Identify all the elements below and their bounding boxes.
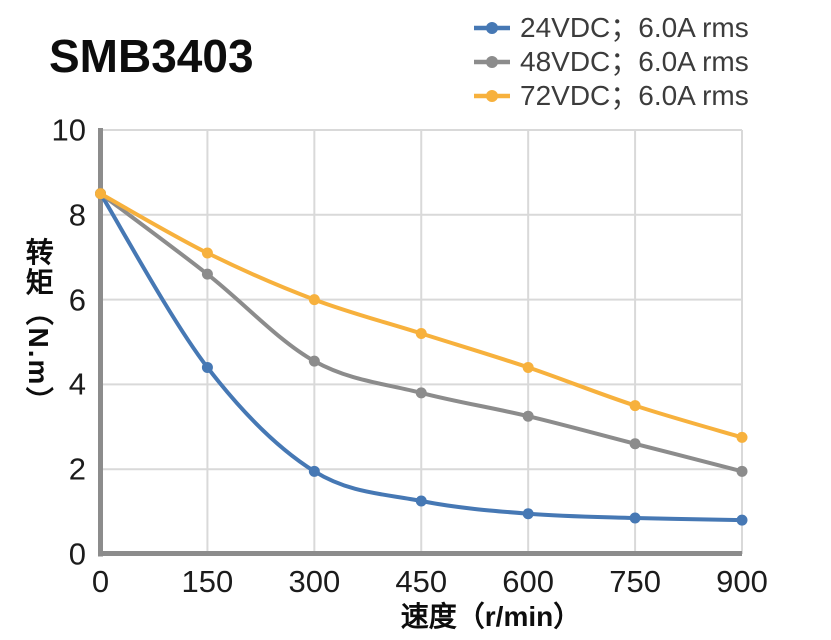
legend-label-72vdc: 72VDC；6.0A rms bbox=[520, 80, 749, 111]
data-point-marker bbox=[736, 465, 748, 477]
x-tick-label: 0 bbox=[91, 564, 110, 599]
legend-label-24vdc: 24VDC；6.0A rms bbox=[520, 12, 749, 43]
line-marker-icon bbox=[474, 22, 510, 34]
page-title: SMB3403 bbox=[49, 30, 254, 82]
x-axis-title: 速度（r/min） bbox=[400, 601, 582, 632]
x-tick-label: 300 bbox=[288, 564, 341, 599]
x-tick-label: 750 bbox=[609, 564, 661, 599]
data-point-marker bbox=[522, 410, 534, 422]
legend-item-48vdc: 48VDC；6.0A rms bbox=[472, 45, 749, 79]
data-point-marker bbox=[308, 355, 320, 367]
data-point-marker bbox=[522, 508, 534, 520]
y-tick-label: 6 bbox=[68, 282, 86, 318]
data-point-marker bbox=[201, 361, 213, 373]
data-point-marker bbox=[415, 328, 427, 340]
data-point-marker bbox=[736, 514, 748, 526]
y-tick-label: 4 bbox=[68, 366, 86, 402]
data-point-marker bbox=[201, 247, 213, 259]
y-tick-label: 10 bbox=[51, 112, 86, 148]
data-point-marker bbox=[201, 268, 213, 280]
y-tick-label: 0 bbox=[68, 536, 86, 572]
x-tick-label: 450 bbox=[395, 564, 448, 599]
x-tick-label: 600 bbox=[502, 564, 555, 599]
legend: 24VDC；6.0A rms 48VDC；6.0A rms 72VDC；6.0A… bbox=[472, 11, 749, 113]
legend-item-24vdc: 24VDC；6.0A rms bbox=[472, 11, 749, 45]
data-point-marker bbox=[308, 465, 320, 477]
data-point-marker bbox=[308, 294, 320, 306]
line-marker-icon bbox=[474, 90, 510, 102]
y-axis-title: 转矩（N.m） bbox=[22, 237, 54, 417]
data-point-marker bbox=[415, 387, 427, 399]
x-tick-label: 900 bbox=[716, 564, 768, 599]
data-point-marker bbox=[629, 400, 641, 412]
y-tick-label: 8 bbox=[68, 197, 86, 233]
line-marker-icon bbox=[474, 56, 510, 68]
data-point-marker bbox=[522, 361, 534, 373]
data-point-marker bbox=[629, 438, 641, 450]
legend-label-48vdc: 48VDC；6.0A rms bbox=[520, 46, 749, 77]
data-point-marker bbox=[629, 512, 641, 524]
y-tick-label: 2 bbox=[68, 451, 86, 487]
data-point-marker bbox=[736, 431, 748, 443]
x-tick-label: 150 bbox=[181, 564, 234, 599]
data-point-marker bbox=[415, 495, 427, 507]
data-point-marker bbox=[95, 188, 106, 200]
legend-item-72vdc: 72VDC；6.0A rms bbox=[472, 79, 749, 113]
